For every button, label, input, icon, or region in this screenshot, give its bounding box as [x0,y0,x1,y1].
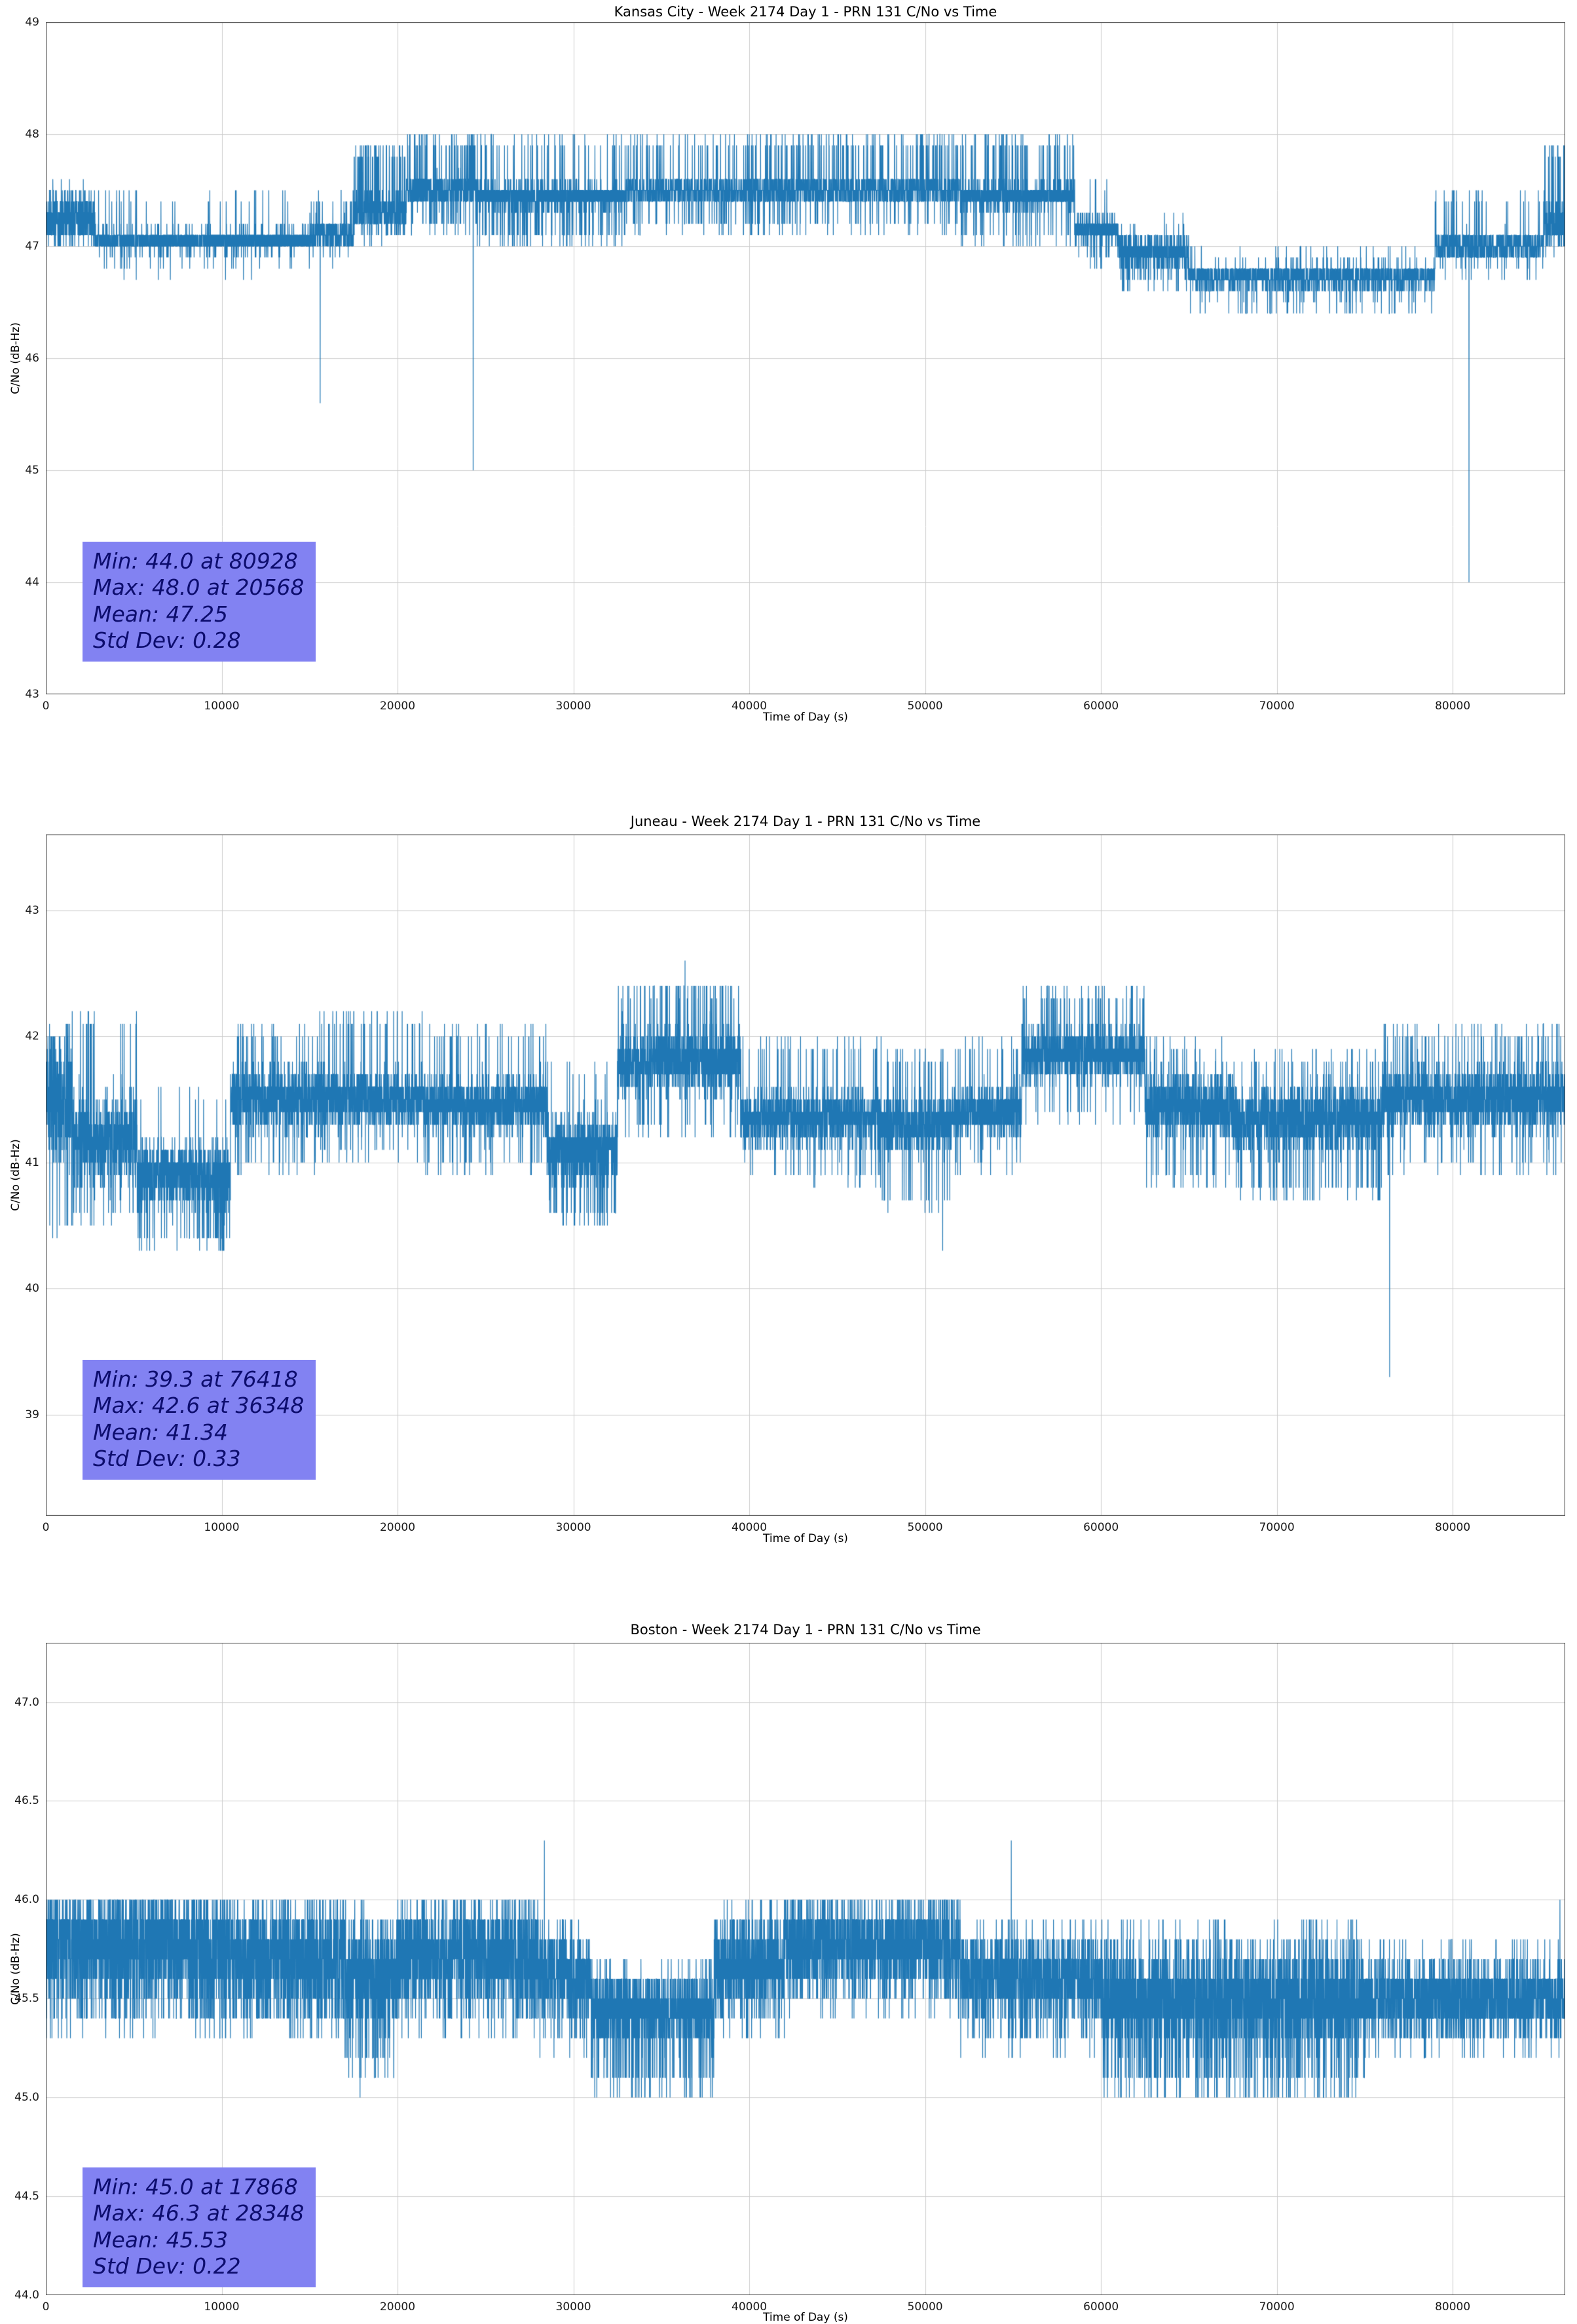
y-tick-label: 40 [25,1282,39,1296]
y-tick-label: 47 [25,240,39,253]
chart-title: Kansas City - Week 2174 Day 1 - PRN 131 … [614,4,997,20]
x-tick-label: 0 [42,2300,50,2314]
x-axis-label: Time of Day (s) [763,711,848,724]
x-tick-label: 50000 [907,1521,943,1534]
y-tick-label: 41 [25,1155,39,1169]
x-tick-label: 60000 [1083,1521,1119,1534]
stats-stddev: Std Dev: 0.28 [93,627,241,653]
y-axis-label: C/No (dB-Hz) [9,322,22,394]
x-tick-label: 40000 [732,1521,768,1534]
x-tick-label: 70000 [1259,2300,1295,2314]
x-tick-label: 40000 [732,2300,768,2314]
stats-mean: Mean: 45.53 [93,2226,228,2253]
x-tick-label: 20000 [379,2300,416,2314]
y-tick-label: 42 [25,1030,39,1043]
x-tick-label: 10000 [204,2300,240,2314]
x-tick-label: 50000 [907,2300,943,2314]
x-axis-label: Time of Day (s) [763,1532,848,1545]
x-tick-label: 0 [42,700,50,713]
y-tick-label: 45.5 [14,1992,39,2006]
y-tick-label: 43 [25,903,39,917]
stats-box: Min: 45.0 at 17868 Max: 46.3 at 28348 Me… [83,2167,316,2287]
x-tick-label: 50000 [907,700,943,713]
stats-stddev: Std Dev: 0.33 [93,1445,241,1471]
x-tick-label: 40000 [732,700,768,713]
y-tick-label: 39 [25,1408,39,1421]
stats-mean: Mean: 41.34 [93,1419,228,1445]
y-tick-label: 44 [25,576,39,589]
stats-min: Min: 39.3 at 76418 [93,1366,298,1392]
x-tick-label: 60000 [1083,700,1119,713]
y-tick-label: 45.0 [14,2091,39,2105]
y-tick-label: 47.0 [14,1695,39,1709]
plot-area: Min: 44.0 at 80928 Max: 48.0 at 20568 Me… [25,16,1565,713]
y-tick-label: 46 [25,352,39,365]
x-tick-label: 80000 [1435,700,1471,713]
x-tick-label: 80000 [1435,1521,1471,1534]
y-tick-label: 43 [25,688,39,701]
stats-min: Min: 44.0 at 80928 [93,548,298,574]
y-tick-label: 46.0 [14,1893,39,1907]
x-tick-label: 30000 [555,1521,591,1534]
x-tick-label: 60000 [1083,2300,1119,2314]
chart-title: Juneau - Week 2174 Day 1 - PRN 131 C/No … [630,814,981,829]
stats-box: Min: 44.0 at 80928 Max: 48.0 at 20568 Me… [83,542,316,662]
x-tick-label: 20000 [379,700,416,713]
y-tick-label: 48 [25,128,39,141]
x-tick-label: 10000 [204,700,240,713]
stats-box: Min: 39.3 at 76418 Max: 42.6 at 36348 Me… [83,1360,316,1480]
x-tick-label: 30000 [555,2300,591,2314]
stats-max: Max: 42.6 at 36348 [93,1393,305,1419]
x-tick-label: 10000 [204,1521,240,1534]
y-axis-label: C/No (dB-Hz) [9,1139,22,1211]
stats-max: Max: 48.0 at 20568 [93,574,305,601]
y-tick-label: 49 [25,16,39,29]
y-tick-label: 44.0 [14,2289,39,2302]
y-tick-label: 44.5 [14,2190,39,2203]
y-tick-label: 45 [25,464,39,477]
stats-mean: Mean: 47.25 [93,601,228,627]
y-tick-label: 46.5 [14,1794,39,1808]
plot-area: Min: 39.3 at 76418 Max: 42.6 at 36348 Me… [25,834,1565,1534]
x-tick-label: 80000 [1435,2300,1471,2314]
x-tick-label: 70000 [1259,700,1295,713]
chart-title: Boston - Week 2174 Day 1 - PRN 131 C/No … [630,1622,981,1638]
stats-max: Max: 46.3 at 28348 [93,2200,305,2226]
stats-stddev: Std Dev: 0.22 [93,2253,241,2279]
x-tick-label: 70000 [1259,1521,1295,1534]
x-tick-label: 30000 [555,700,591,713]
x-tick-label: 0 [42,1521,50,1534]
x-tick-label: 20000 [379,1521,416,1534]
x-axis-label: Time of Day (s) [763,2311,848,2324]
stats-min: Min: 45.0 at 17868 [93,2174,298,2200]
plot-area: Min: 45.0 at 17868 Max: 46.3 at 28348 Me… [14,1643,1565,2314]
